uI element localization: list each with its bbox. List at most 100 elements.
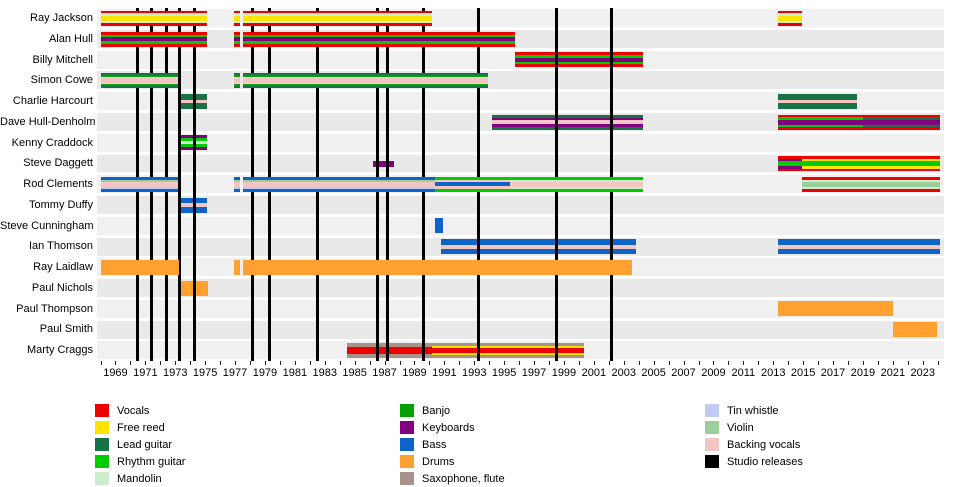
axis-year-label: 2021: [880, 367, 906, 379]
instrument-stripe: [243, 182, 436, 187]
axis-year-label: 2023: [910, 367, 935, 379]
instrument-stripe: [234, 176, 240, 180]
instrument-stripe: [100, 37, 207, 42]
instrument-stripe: [510, 176, 644, 180]
member-bar-segment: [234, 31, 240, 47]
row-band: [97, 154, 944, 173]
axis-year-label: 1997: [521, 367, 547, 379]
instrument-stripe: [243, 34, 515, 38]
instrument-stripe: [777, 20, 802, 24]
instrument-stripe: [440, 248, 636, 255]
instrument-stripe: [862, 114, 940, 118]
instrument-stripe: [801, 189, 940, 192]
legend-label: Keyboards: [422, 421, 475, 434]
instrument-stripe: [234, 78, 240, 83]
member-bar-segment: [243, 259, 632, 275]
instrument-stripe: [243, 43, 515, 47]
instrument-stripe: [100, 75, 179, 77]
member-bar-segment: [432, 342, 585, 358]
axis-tick: [384, 361, 386, 365]
instrument-stripe: [234, 84, 240, 86]
rhythm_guitar-legend-swatch: [95, 455, 109, 468]
instrument-stripe: [100, 82, 179, 85]
row-band: [97, 320, 944, 339]
axis-tick: [922, 361, 924, 365]
legend-label: Mandolin: [117, 472, 162, 485]
instrument-stripe: [234, 37, 240, 42]
instrument-stripe: [435, 182, 511, 187]
instrument-stripe: [234, 75, 240, 77]
axis-year-label: 1973: [163, 367, 188, 379]
instrument-stripe: [234, 15, 240, 21]
axis-tick: [788, 361, 790, 365]
instrument-stripe: [178, 93, 207, 100]
instrument-stripe: [777, 124, 863, 128]
instrument-stripe: [801, 158, 940, 162]
legend-item: Vocals: [95, 404, 149, 417]
member-bar-segment: [178, 93, 207, 109]
instrument-stripe: [801, 156, 940, 159]
axis-tick: [608, 361, 610, 365]
axis-year-label: 1989: [402, 367, 427, 379]
row-band: [97, 92, 944, 111]
instrument-stripe: [347, 347, 433, 354]
legend-label: Free reed: [117, 421, 165, 434]
member-bar-segment: [892, 322, 937, 338]
axis-tick: [235, 361, 237, 365]
instrument-stripe: [243, 76, 488, 79]
legend-label: Drums: [422, 455, 455, 468]
legend-label: Studio releases: [727, 455, 803, 468]
instrument-stripe: [243, 82, 488, 85]
legend-label: Backing vocals: [727, 438, 801, 451]
instrument-stripe: [243, 31, 515, 35]
axis-year-label: 1991: [432, 367, 457, 379]
axis-tick: [205, 361, 207, 365]
axis-year-label: 1985: [342, 367, 367, 379]
instrument-stripe: [243, 13, 432, 16]
axis-tick: [309, 361, 311, 365]
bass-legend-swatch: [400, 438, 414, 451]
row-band: [97, 196, 944, 214]
instrument-stripe: [432, 346, 585, 349]
axis-tick: [399, 361, 401, 365]
member-bar-segment: [234, 73, 240, 89]
instrument-stripe: [100, 15, 207, 21]
member-bar-segment: [492, 114, 644, 130]
axis-year-label: 1983: [312, 367, 337, 379]
axis-tick: [324, 361, 326, 365]
member-label: Kenny Craddock: [11, 136, 93, 149]
instrument-stripe: [234, 259, 240, 275]
row-band: [97, 71, 944, 90]
member-label: Steve Daggett: [23, 157, 93, 170]
instrument-stripe: [100, 186, 179, 189]
axis-tick: [578, 361, 580, 365]
instrument-stripe: [440, 244, 636, 249]
instrument-stripe: [514, 52, 644, 56]
axis-year-label: 1995: [491, 367, 517, 379]
row-band: [97, 133, 944, 152]
member-label: Ian Thomson: [28, 240, 93, 253]
axis-tick: [474, 361, 476, 365]
instrument-stripe: [435, 179, 511, 183]
axis-year-label: 2007: [671, 367, 696, 379]
instrument-stripe: [777, 239, 940, 245]
instrument-stripe: [100, 10, 207, 14]
legend-label: Bass: [422, 438, 447, 451]
instrument-stripe: [801, 161, 940, 167]
axis-tick: [638, 361, 640, 365]
instrument-stripe: [100, 84, 179, 86]
member-bar-segment: [243, 73, 488, 89]
instrument-stripe: [777, 10, 802, 14]
legend-item: Backing vocals: [705, 438, 800, 451]
instrument-stripe: [432, 342, 585, 347]
instrument-stripe: [243, 186, 436, 189]
keyboards-legend-swatch: [400, 421, 414, 434]
member-bar-segment: [243, 176, 436, 192]
axis-tick: [728, 361, 730, 365]
instrument-stripe: [234, 31, 240, 35]
member-label: Paul Smith: [39, 323, 93, 336]
member-bar-segment: [777, 301, 893, 317]
instrument-stripe: [432, 352, 585, 355]
legend-label: Rhythm guitar: [117, 455, 186, 468]
member-bar-segment: [243, 10, 432, 26]
